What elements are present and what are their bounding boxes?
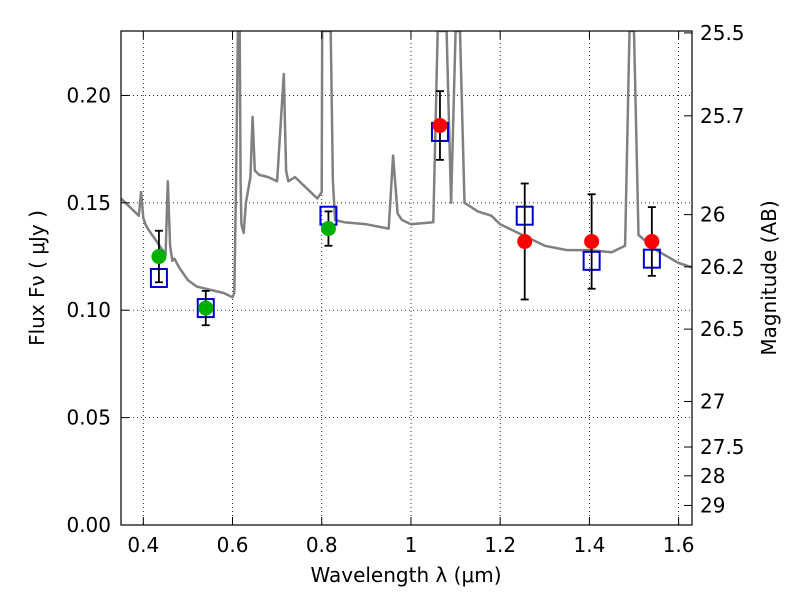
observed-point <box>432 118 448 134</box>
x-tick-label: 1.2 <box>484 533 516 557</box>
right-tick-label: 25.5 <box>700 21 745 45</box>
y-tick-label: 0.15 <box>66 191 111 215</box>
observed-point <box>584 233 600 249</box>
x-tick-label: 0.4 <box>127 533 159 557</box>
x-tick-label: 0.8 <box>306 533 338 557</box>
model-sed-line <box>121 31 692 299</box>
axis-ticks: 0.4 0.6 0.8 1 1.2 1.4 1.6 0.00 0.05 0.10 0.15 0.20 2… <box>66 21 744 557</box>
right-tick-label: 26 <box>700 203 725 227</box>
right-tick-label: 28 <box>700 464 725 488</box>
right-tick-label: 27 <box>700 390 725 414</box>
y-tick-label: 0.20 <box>66 83 111 107</box>
plot-frame <box>120 30 693 526</box>
x-tick-label: 1.4 <box>573 533 605 557</box>
right-tick-label: 26.5 <box>700 317 745 341</box>
observed-point <box>198 300 214 316</box>
y-tick-label: 0.05 <box>66 406 111 430</box>
right-tick-label: 27.5 <box>700 435 745 459</box>
x-tick-label: 1.6 <box>663 533 695 557</box>
observed-point <box>517 233 533 249</box>
x-axis-title: Wavelength λ (μm) <box>310 563 501 587</box>
right-tick-label: 25.7 <box>700 104 745 128</box>
observed-point <box>320 221 336 237</box>
y-tick-label: 0.00 <box>66 513 111 537</box>
right-tick-label: 26.2 <box>700 255 745 279</box>
y-tick-label: 0.10 <box>66 298 111 322</box>
y-axis-title: Flux Fν ( μJy ) <box>25 210 49 346</box>
x-tick-label: 0.6 <box>217 533 249 557</box>
right-tick-label: 29 <box>700 493 725 517</box>
observed-point <box>151 249 167 265</box>
data-points <box>149 90 661 327</box>
x-tick-label: 1 <box>405 533 418 557</box>
observed-point <box>644 233 660 249</box>
right-axis-title: Magnitude (AB) <box>757 200 781 355</box>
